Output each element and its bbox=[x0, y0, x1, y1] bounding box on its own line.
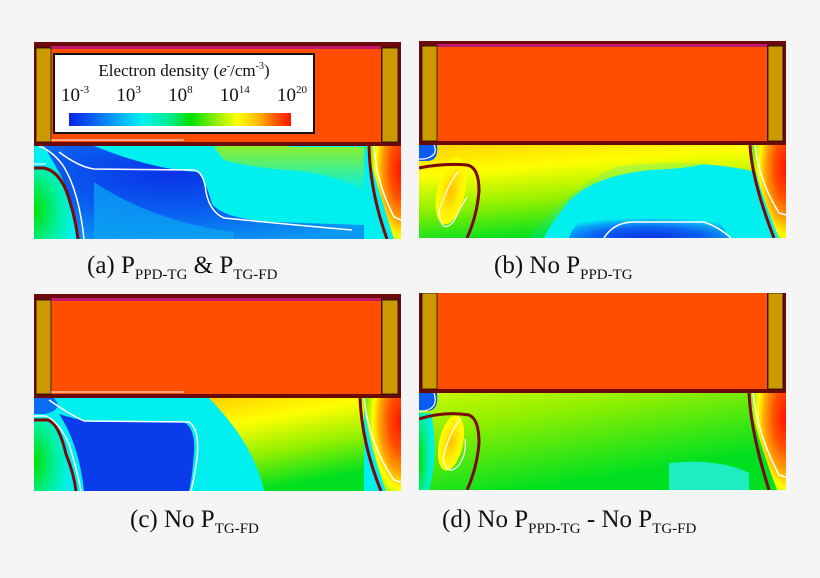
caption-a: (a) PPPD-TG & PTG-FD bbox=[87, 252, 278, 283]
legend-ticks: 10-3 103 108 1014 1020 bbox=[61, 85, 307, 107]
legend-tick-2: 108 bbox=[168, 84, 193, 107]
legend-tick-4: 1020 bbox=[276, 84, 307, 107]
spacer-left bbox=[35, 47, 52, 143]
legend-title: Electron density (e-/cm-3) bbox=[98, 61, 270, 80]
legend-tick-1: 103 bbox=[116, 84, 141, 107]
caption-d: (d) No PPPD-TG - No PTG-FD bbox=[442, 506, 697, 537]
caption-c: (c) No PTG-FD bbox=[130, 506, 259, 537]
spacer-right bbox=[381, 47, 399, 143]
simulation-panel-d bbox=[419, 293, 786, 490]
legend-tick-0: 10-3 bbox=[61, 84, 90, 107]
colorbar bbox=[69, 113, 291, 126]
colorbar-legend: Electron density (e-/cm-3) 10-3 103 108 … bbox=[53, 53, 315, 134]
caption-b: (b) No PPPD-TG bbox=[494, 252, 633, 283]
simulation-panel-c bbox=[34, 294, 401, 491]
legend-tick-3: 1014 bbox=[219, 84, 250, 107]
simulation-panel-b bbox=[419, 41, 786, 238]
